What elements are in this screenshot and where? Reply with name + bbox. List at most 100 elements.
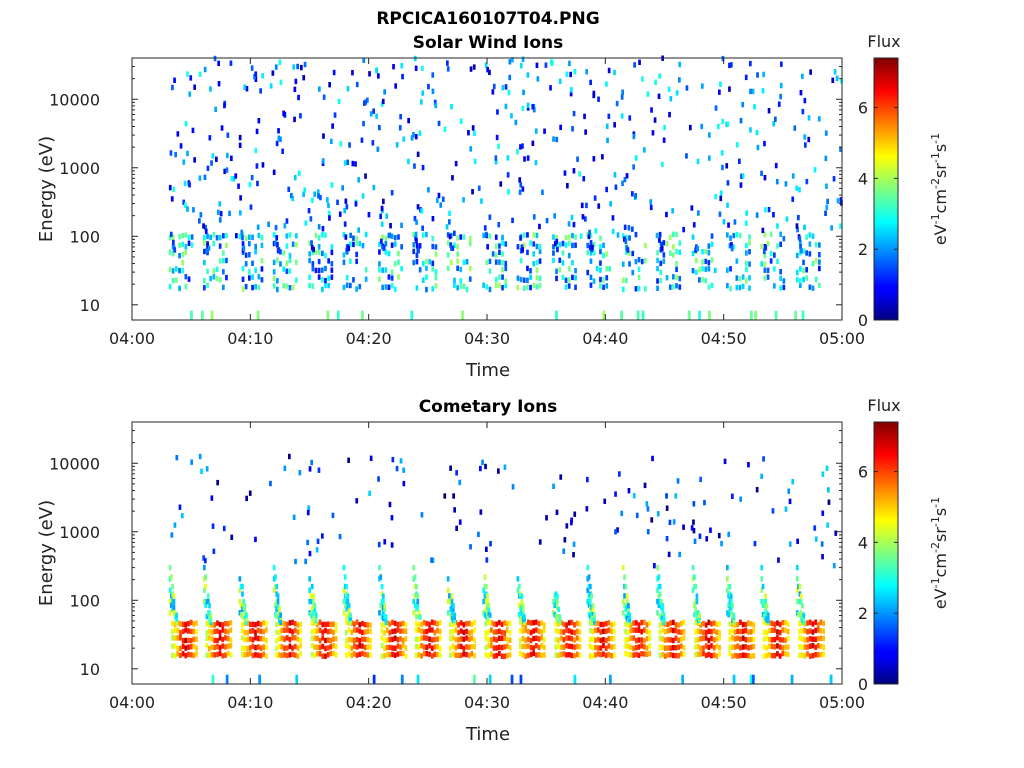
- flux-cell: [201, 314, 204, 320]
- flux-cell: [206, 599, 210, 605]
- flux-cell: [660, 242, 663, 248]
- flux-cell: [733, 644, 737, 650]
- flux-cell: [728, 621, 732, 627]
- flux-cell: [399, 114, 402, 120]
- flux-cell: [599, 629, 603, 635]
- flux-cell: [532, 628, 535, 634]
- flux-cell: [308, 274, 311, 280]
- flux-cell: [520, 244, 524, 250]
- flux-cell: [534, 128, 538, 134]
- flux-cell: [176, 645, 180, 652]
- flux-cell: [308, 576, 311, 582]
- flux-cell: [527, 628, 530, 635]
- flux-cell: [567, 620, 571, 626]
- flux-cell: [550, 59, 553, 65]
- flux-cell: [414, 627, 418, 633]
- flux-cell: [731, 635, 734, 641]
- flux-cell: [806, 644, 809, 650]
- flux-cell: [668, 519, 672, 526]
- flux-cell: [280, 627, 284, 634]
- flux-cell: [487, 603, 491, 609]
- flux-cell: [735, 275, 739, 281]
- flux-cell: [675, 248, 678, 255]
- flux-cell: [384, 614, 388, 620]
- flux-cell: [425, 265, 428, 271]
- flux-cell: [774, 162, 778, 169]
- flux-cell: [388, 652, 392, 658]
- flux-cell: [230, 155, 233, 161]
- flux-cell: [173, 627, 177, 633]
- flux-cell: [415, 237, 418, 244]
- flux-cell: [170, 196, 174, 202]
- flux-cell: [726, 202, 729, 208]
- flux-cell: [488, 268, 492, 274]
- flux-cell: [504, 265, 508, 272]
- flux-cell: [498, 628, 501, 634]
- flux-cell: [238, 134, 242, 141]
- flux-cell: [275, 645, 278, 651]
- panel-solar-wind: Solar Wind Ions 04:00 04:10 04:20 04:30 04:4…: [36, 32, 950, 381]
- flux-cell: [728, 243, 732, 249]
- flux-cell: [632, 164, 635, 170]
- flux-cell: [363, 629, 367, 635]
- flux-cell: [249, 204, 253, 210]
- flux-cell: [554, 240, 557, 247]
- flux-cell: [208, 622, 211, 628]
- flux-cell: [623, 593, 626, 599]
- flux-cell: [669, 637, 672, 643]
- flux-cell: [195, 645, 198, 651]
- flux-cell: [621, 610, 625, 616]
- flux-cell: [506, 636, 509, 643]
- flux-cell: [634, 258, 638, 265]
- flux-cell: [568, 60, 571, 67]
- flux-cell: [748, 285, 751, 291]
- flux-cell: [537, 636, 541, 642]
- flux-cell: [774, 116, 777, 122]
- flux-cell: [184, 274, 188, 280]
- flux-cell: [500, 621, 504, 627]
- flux-cell: [553, 213, 556, 219]
- flux-cell: [387, 274, 391, 280]
- flux-cell: [627, 488, 631, 494]
- flux-cell: [175, 612, 178, 618]
- flux-cell: [808, 251, 812, 257]
- flux-cell: [602, 637, 605, 643]
- flux-cell: [465, 651, 468, 658]
- flux-cell: [779, 82, 783, 89]
- flux-cell: [748, 240, 751, 246]
- flux-cell: [594, 644, 597, 651]
- flux-cell: [215, 275, 219, 282]
- flux-cell: [380, 628, 384, 634]
- flux-cell: [295, 674, 299, 681]
- flux-cell: [422, 629, 426, 635]
- flux-cell: [391, 456, 395, 463]
- flux-cell: [556, 599, 559, 605]
- flux-cell: [397, 274, 400, 280]
- flux-cell: [816, 622, 820, 628]
- flux-cell: [501, 260, 504, 266]
- flux-cell: [558, 257, 562, 263]
- flux-cell: [586, 564, 590, 571]
- flux-cell: [224, 621, 227, 627]
- flux-cell: [535, 62, 539, 68]
- flux-cell: [529, 651, 533, 658]
- flux-cell: [224, 628, 227, 634]
- flux-cell: [761, 88, 765, 94]
- flux-cell: [543, 644, 546, 651]
- flux-cell: [763, 140, 766, 147]
- flux-cell: [494, 159, 498, 165]
- flux-cell: [465, 644, 468, 650]
- flux-cell: [492, 636, 496, 642]
- flux-cell: [562, 644, 566, 650]
- flux-cell: [491, 89, 495, 95]
- flux-cell: [330, 267, 334, 273]
- flux-cell: [308, 466, 312, 472]
- flux-cell: [317, 467, 321, 473]
- flux-cell: [456, 258, 459, 264]
- flux-cell: [245, 612, 248, 618]
- colorbar-title: Flux: [867, 396, 900, 415]
- flux-cell: [532, 635, 535, 642]
- flux-cell: [564, 284, 568, 290]
- flux-cell: [283, 223, 287, 229]
- x-tick-label: 04:40: [582, 329, 628, 348]
